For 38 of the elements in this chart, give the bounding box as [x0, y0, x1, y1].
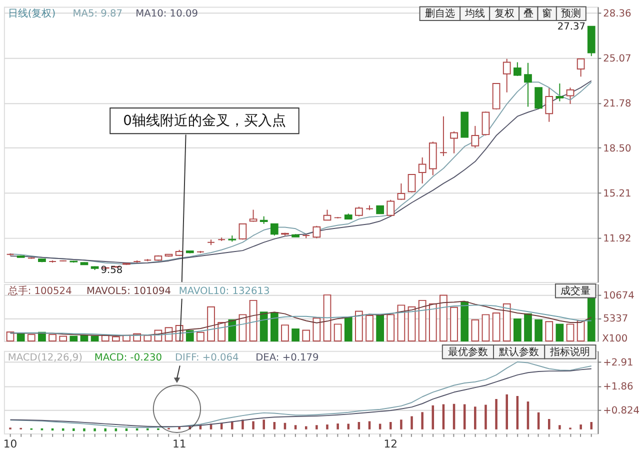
annotation: MACD: -0.230 — [94, 352, 162, 364]
y-tick-label: 21.78 — [603, 98, 632, 110]
text: MAVOL10: 132613 — [178, 286, 270, 297]
y-tick-label: 10674 — [603, 290, 634, 302]
y-tick-label: 25.07 — [603, 53, 632, 64]
y-tick-label: 18.50 — [603, 143, 632, 154]
y-tick-label: +1.86 — [603, 382, 634, 393]
text: 27.37 — [557, 21, 586, 32]
y-tick-label: 5337 — [603, 313, 628, 324]
annotation: 最优参数 — [448, 346, 488, 358]
annotation: 总手: 100524 — [6, 284, 72, 297]
annotation: 窗 — [542, 8, 552, 20]
y-tick-label: +2.91 — [603, 358, 634, 369]
annotation: 复权 — [494, 8, 514, 20]
text: DEA: +0.179 — [256, 352, 319, 364]
text: MA5: 9.87 — [72, 8, 123, 20]
y-tick-label: 28.36 — [603, 8, 632, 20]
y-tick-label: 11.92 — [603, 233, 632, 244]
x-tick-label: 11 — [172, 438, 186, 451]
text: DIFF: +0.064 — [174, 352, 239, 364]
x-tick-label: 10 — [3, 438, 18, 451]
annotation: MACD(12,26,9) — [8, 352, 83, 364]
text: 9.58 — [100, 264, 123, 276]
annotation: 默认参数 — [498, 346, 540, 358]
y-tick-label: 15.21 — [603, 188, 632, 200]
x-tick-label: 12 — [384, 438, 398, 451]
annotation: 叠 — [523, 8, 534, 20]
annotation: 删自选 — [424, 8, 455, 20]
y-axis-title: X100 — [602, 334, 628, 345]
annotation: 指标说明 — [549, 346, 590, 358]
annotation: 日线(复权) — [8, 8, 56, 20]
text: MAVOL5: 101094 — [86, 286, 172, 297]
y-tick-label: +0.824 — [603, 405, 640, 416]
annotation: 0轴线附近的金叉，买入点 — [123, 112, 286, 129]
annotation: 成交量 — [560, 284, 591, 297]
text: MA10: 10.09 — [136, 8, 198, 20]
annotation: 预测 — [561, 8, 582, 20]
annotation: 均线 — [464, 8, 485, 20]
